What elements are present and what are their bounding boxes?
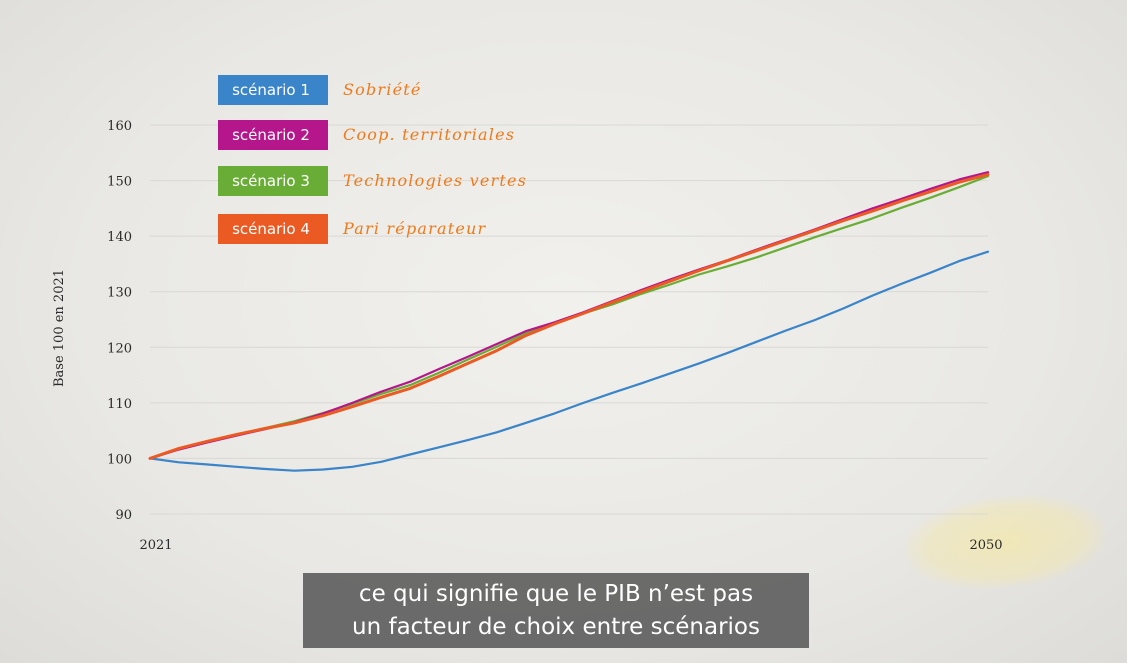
legend: scénario 1 Sobriété scénario 2 Coop. territ… [218,75,527,244]
series-line-scenario-1 [148,250,990,472]
legend-label: scénario 4 [232,220,310,238]
legend-item-scenario-3: scénario 3 Technologies vertes [218,166,527,196]
series-line-scenario-4 [148,173,990,460]
legend-swatch [218,120,328,150]
legend-description: Technologies vertes [343,171,527,190]
y-tick-label: 120 [107,341,132,356]
legend-label: scénario 3 [232,172,310,190]
subtitle-line-2: un facteur de choix entre scénarios [352,614,760,640]
x-axis-ticks: 2021 2050 [139,538,1002,553]
legend-item-scenario-2: scénario 2 Coop. territoriales [218,120,515,150]
y-tick-label: 160 [107,119,132,134]
legend-item-scenario-1: scénario 1 Sobriété [218,75,422,105]
y-axis-ticks: 90 100 110 120 130 140 150 160 [107,119,132,523]
legend-swatch [218,75,328,105]
y-tick-label: 130 [107,286,132,301]
y-tick-label: 100 [107,452,132,467]
legend-description: Coop. territoriales [343,125,515,144]
y-tick-label: 150 [107,175,132,190]
legend-description: Pari réparateur [342,219,487,238]
y-tick-label: 90 [115,508,132,523]
x-tick-label: 2050 [969,538,1002,553]
legend-label: scénario 1 [232,81,310,99]
y-axis-label: Base 100 en 2021 [52,269,67,387]
series-lines [148,171,990,472]
video-subtitle: ce qui signifie que le PIB n’est pas un … [303,573,809,648]
legend-label: scénario 2 [232,126,310,144]
legend-item-scenario-4: scénario 4 Pari réparateur [218,214,487,244]
legend-description: Sobriété [343,80,422,99]
y-tick-label: 140 [107,230,132,245]
x-tick-label: 2021 [139,538,172,553]
subtitle-line-1: ce qui signifie que le PIB n’est pas [358,581,754,607]
legend-swatch [218,214,328,244]
legend-swatch [218,166,328,196]
y-tick-label: 110 [107,397,132,412]
